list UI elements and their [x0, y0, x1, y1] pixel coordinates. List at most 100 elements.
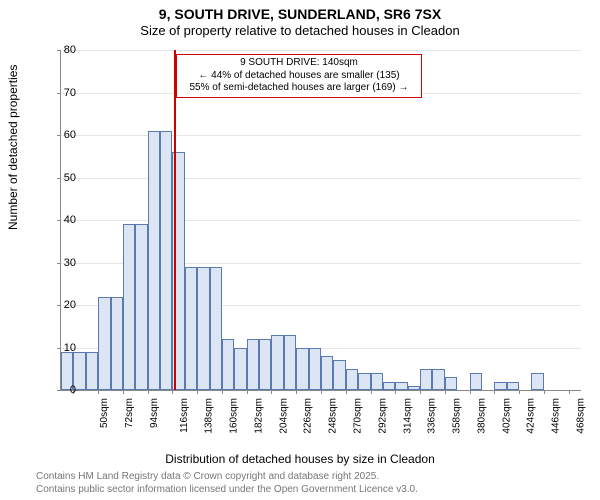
chart-title: 9, SOUTH DRIVE, SUNDERLAND, SR6 7SX [0, 0, 600, 22]
gridline-h [61, 220, 581, 221]
histogram-bar [358, 373, 370, 390]
histogram-bar [123, 224, 135, 390]
xtick-label: 270sqm [353, 398, 364, 434]
annotation-box: 9 SOUTH DRIVE: 140sqm← 44% of detached h… [176, 54, 422, 98]
chart-container: 9, SOUTH DRIVE, SUNDERLAND, SR6 7SX Size… [0, 0, 600, 500]
ytick-label: 50 [46, 172, 76, 184]
xtick-mark [494, 390, 495, 394]
histogram-bar [135, 224, 147, 390]
histogram-bar [494, 382, 506, 391]
xtick-label: 160sqm [229, 398, 240, 434]
xtick-label: 446sqm [551, 398, 562, 434]
histogram-bar [296, 348, 308, 391]
xtick-label: 50sqm [99, 398, 110, 428]
ytick-label: 40 [46, 214, 76, 226]
histogram-bar [210, 267, 222, 390]
xtick-mark [172, 390, 173, 394]
histogram-bar [271, 335, 283, 390]
histogram-bar [408, 386, 420, 390]
gridline-h [61, 50, 581, 51]
ytick-label: 70 [46, 87, 76, 99]
xtick-mark [420, 390, 421, 394]
histogram-bar [284, 335, 296, 390]
histogram-bar [222, 339, 234, 390]
histogram-bar [197, 267, 209, 390]
xtick-mark [98, 390, 99, 394]
xtick-mark [148, 390, 149, 394]
histogram-bar [247, 339, 259, 390]
ytick-label: 80 [46, 44, 76, 56]
x-axis-label: Distribution of detached houses by size … [0, 452, 600, 466]
histogram-bar [259, 339, 271, 390]
xtick-label: 226sqm [303, 398, 314, 434]
xtick-label: 72sqm [124, 398, 135, 428]
gridline-h [61, 135, 581, 136]
histogram-bar [531, 373, 543, 390]
xtick-mark [222, 390, 223, 394]
histogram-bar [321, 356, 333, 390]
xtick-label: 402sqm [501, 398, 512, 434]
histogram-bar [445, 377, 457, 390]
xtick-label: 358sqm [452, 398, 463, 434]
gridline-h [61, 178, 581, 179]
xtick-mark [569, 390, 570, 394]
histogram-bar [185, 267, 197, 390]
annotation-line: 9 SOUTH DRIVE: 140sqm [181, 57, 417, 70]
histogram-bar [111, 297, 123, 391]
plot-area: 50sqm72sqm94sqm116sqm138sqm160sqm182sqm2… [60, 50, 581, 391]
xtick-label: 468sqm [575, 398, 586, 434]
xtick-mark [197, 390, 198, 394]
ytick-label: 20 [46, 299, 76, 311]
histogram-bar [86, 352, 98, 390]
histogram-bar [507, 382, 519, 391]
xtick-label: 116sqm [179, 398, 190, 433]
footer-line-1: Contains HM Land Registry data © Crown c… [36, 471, 418, 484]
xtick-label: 314sqm [402, 398, 413, 434]
xtick-label: 424sqm [526, 398, 537, 434]
y-axis-label: Number of detached properties [6, 65, 20, 230]
xtick-label: 248sqm [328, 398, 339, 434]
histogram-bar [160, 131, 172, 390]
histogram-bar [234, 348, 246, 391]
histogram-bar [309, 348, 321, 391]
xtick-label: 380sqm [476, 398, 487, 434]
footer-attribution: Contains HM Land Registry data © Crown c… [36, 471, 418, 496]
xtick-mark [544, 390, 545, 394]
xtick-label: 182sqm [254, 398, 265, 434]
footer-line-2: Contains public sector information licen… [36, 484, 418, 497]
xtick-mark [247, 390, 248, 394]
histogram-bar [346, 369, 358, 390]
xtick-mark [346, 390, 347, 394]
histogram-bar [371, 373, 383, 390]
histogram-bar [395, 382, 407, 391]
xtick-mark [395, 390, 396, 394]
xtick-mark [519, 390, 520, 394]
histogram-bar [148, 131, 160, 390]
chart-subtitle: Size of property relative to detached ho… [0, 22, 600, 38]
ytick-label: 0 [46, 384, 76, 396]
xtick-mark [371, 390, 372, 394]
annotation-line: ← 44% of detached houses are smaller (13… [181, 70, 417, 83]
histogram-bar [420, 369, 432, 390]
histogram-bar [470, 373, 482, 390]
xtick-mark [296, 390, 297, 394]
xtick-label: 94sqm [149, 398, 160, 428]
ytick-label: 10 [46, 342, 76, 354]
xtick-mark [123, 390, 124, 394]
histogram-bar [432, 369, 444, 390]
xtick-label: 336sqm [427, 398, 438, 434]
property-marker-line [174, 50, 176, 390]
xtick-mark [445, 390, 446, 394]
xtick-mark [271, 390, 272, 394]
histogram-bar [98, 297, 110, 391]
ytick-label: 60 [46, 129, 76, 141]
xtick-mark [321, 390, 322, 394]
histogram-bar [333, 360, 345, 390]
xtick-label: 292sqm [377, 398, 388, 434]
ytick-label: 30 [46, 257, 76, 269]
xtick-label: 138sqm [204, 398, 215, 434]
histogram-bar [383, 382, 395, 391]
xtick-label: 204sqm [278, 398, 289, 434]
xtick-mark [470, 390, 471, 394]
annotation-line: 55% of semi-detached houses are larger (… [181, 82, 417, 95]
